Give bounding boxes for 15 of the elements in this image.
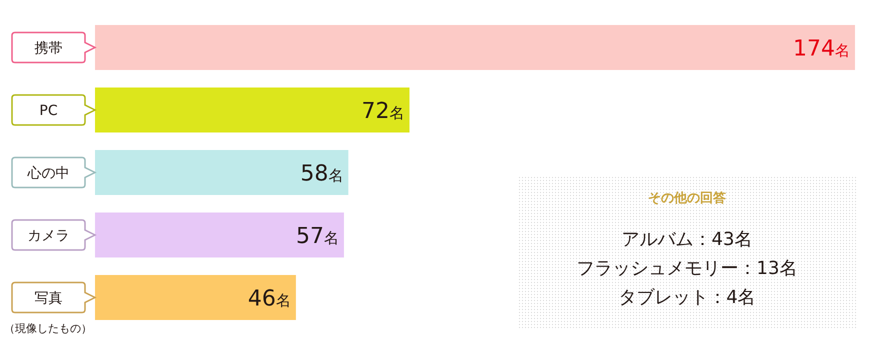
data-label: 57名 [296, 224, 339, 249]
annotation: その他の回答 [648, 191, 726, 206]
annotation: アルバム：43名 [622, 229, 752, 250]
annotation: フラッシュメモリー：13名 [576, 258, 798, 279]
y-tick-label: 携帯 [34, 40, 62, 56]
data-label: 174名 [793, 36, 850, 62]
annotation: タブレット：4名 [618, 287, 756, 308]
data-label: 46名 [248, 286, 291, 312]
data-label: 72名 [361, 99, 404, 124]
data-label: 58名 [300, 162, 344, 186]
y-tick-label: カメラ [28, 228, 70, 244]
y-tick-label: 心の中 [26, 166, 70, 182]
y-tick-label: 写真 [34, 290, 62, 306]
y-tick-label: PC [39, 103, 58, 119]
text: （現像したもの） [4, 322, 92, 335]
